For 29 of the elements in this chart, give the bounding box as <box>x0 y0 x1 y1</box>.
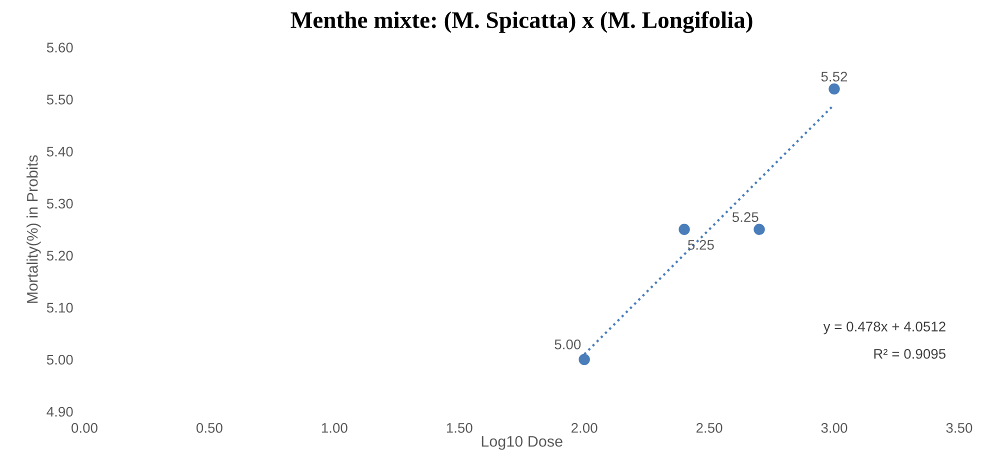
y-tick-label: 5.50 <box>46 94 73 104</box>
point <box>754 224 765 236</box>
y-tick-label: 5.00 <box>46 354 73 365</box>
x-tick-label: 1.00 <box>322 422 348 433</box>
y-tick-label: 5.30 <box>46 198 73 209</box>
x-tick-label: 2.00 <box>572 422 598 433</box>
x-tick-label: 0.50 <box>196 422 222 433</box>
y-tick-label: 5.10 <box>46 302 73 313</box>
x-tick-label: 3.50 <box>946 422 972 433</box>
x-tick-label: 1.50 <box>446 422 472 433</box>
x-axis-title: Log10 Dose <box>482 436 562 450</box>
data-label: 5.25 <box>732 212 758 222</box>
x-tick-label: 2.50 <box>696 422 722 433</box>
chart-title: Menthe mixte: (M. Spicatta) x (M. Longifolia) <box>290 11 752 34</box>
y-tick-label: 5.20 <box>46 250 73 261</box>
annotation: y = 0.478x + 4.0512 <box>823 322 946 334</box>
point <box>828 83 840 95</box>
y-tick-label: 5.40 <box>46 146 73 157</box>
y-tick-label: 4.90 <box>46 406 73 417</box>
annotation: R² = 0.9095 <box>874 348 946 359</box>
x-tick-label: 0.00 <box>72 422 98 433</box>
data-label: 5.00 <box>554 339 581 350</box>
point <box>578 354 590 366</box>
y-axis-title: Mortality(%) in Probits <box>26 155 41 303</box>
data-label: 5.52 <box>821 72 848 82</box>
x-tick-label: 3.00 <box>821 422 848 433</box>
point <box>678 224 690 236</box>
data-label: 5.25 <box>688 240 714 250</box>
y-tick-label: 5.60 <box>46 42 73 52</box>
